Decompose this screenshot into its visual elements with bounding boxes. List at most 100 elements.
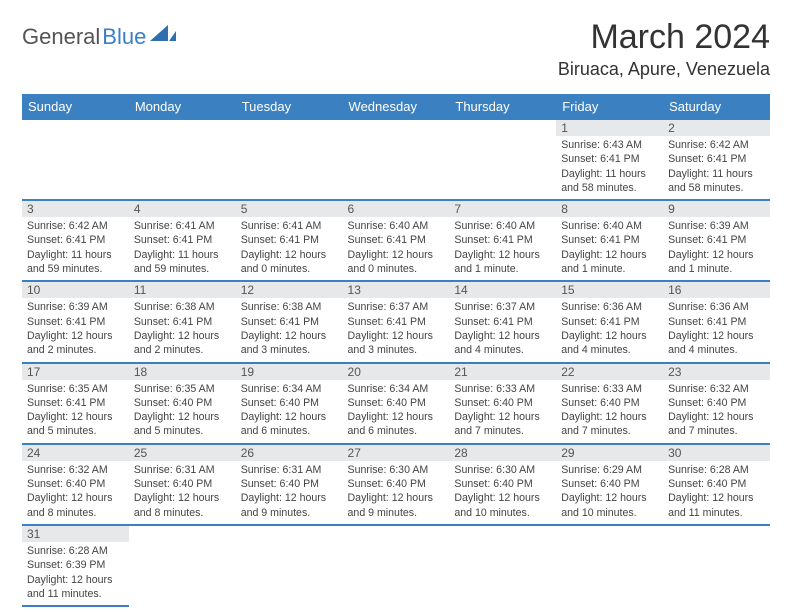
- month-title: March 2024: [558, 18, 770, 57]
- daylight-text: Daylight: 12 hours and 1 minute.: [668, 248, 765, 277]
- sunrise-text: Sunrise: 6:37 AM: [454, 300, 551, 314]
- day-info-cell: Sunrise: 6:32 AMSunset: 6:40 PMDaylight:…: [663, 380, 770, 444]
- sunset-text: Sunset: 6:41 PM: [241, 315, 338, 329]
- logo-text-general: General: [22, 24, 100, 50]
- calendar-table: Sunday Monday Tuesday Wednesday Thursday…: [22, 94, 770, 607]
- daylight-text: Daylight: 12 hours and 6 minutes.: [241, 410, 338, 439]
- sunrise-text: Sunrise: 6:37 AM: [348, 300, 445, 314]
- day-number-cell: 14: [449, 281, 556, 298]
- daylight-text: Daylight: 12 hours and 2 minutes.: [134, 329, 231, 358]
- daylight-text: Daylight: 11 hours and 58 minutes.: [561, 167, 658, 196]
- day-number-cell: 7: [449, 200, 556, 217]
- day-info-cell: Sunrise: 6:32 AMSunset: 6:40 PMDaylight:…: [22, 461, 129, 525]
- day-number-cell: [449, 120, 556, 137]
- sunrise-text: Sunrise: 6:32 AM: [27, 463, 124, 477]
- day-number-cell: 28: [449, 444, 556, 461]
- sunset-text: Sunset: 6:41 PM: [668, 233, 765, 247]
- day-number-cell: 11: [129, 281, 236, 298]
- sunset-text: Sunset: 6:41 PM: [27, 233, 124, 247]
- day-number-cell: 9: [663, 200, 770, 217]
- day-number-cell: [129, 525, 236, 542]
- day-info-cell: [236, 542, 343, 606]
- day-info-cell: [129, 542, 236, 606]
- weekday-header: Saturday: [663, 94, 770, 120]
- day-info-cell: Sunrise: 6:40 AMSunset: 6:41 PMDaylight:…: [449, 217, 556, 281]
- day-number-cell: [449, 525, 556, 542]
- sunset-text: Sunset: 6:41 PM: [348, 315, 445, 329]
- day-number-cell: 1: [556, 120, 663, 137]
- sunset-text: Sunset: 6:41 PM: [27, 315, 124, 329]
- weekday-header: Monday: [129, 94, 236, 120]
- sunset-text: Sunset: 6:39 PM: [27, 558, 124, 572]
- day-info-cell: Sunrise: 6:30 AMSunset: 6:40 PMDaylight:…: [343, 461, 450, 525]
- weekday-header: Tuesday: [236, 94, 343, 120]
- sunrise-text: Sunrise: 6:36 AM: [561, 300, 658, 314]
- sunset-text: Sunset: 6:41 PM: [241, 233, 338, 247]
- day-number-cell: 21: [449, 363, 556, 380]
- title-block: March 2024 Biruaca, Apure, Venezuela: [558, 18, 770, 80]
- daylight-text: Daylight: 12 hours and 10 minutes.: [561, 491, 658, 520]
- day-number-row: 31: [22, 525, 770, 542]
- day-number-cell: 5: [236, 200, 343, 217]
- sunrise-text: Sunrise: 6:28 AM: [668, 463, 765, 477]
- day-number-cell: [236, 525, 343, 542]
- day-number-cell: 4: [129, 200, 236, 217]
- day-info-cell: [22, 136, 129, 200]
- day-info-cell: Sunrise: 6:28 AMSunset: 6:40 PMDaylight:…: [663, 461, 770, 525]
- daylight-text: Daylight: 12 hours and 11 minutes.: [27, 573, 124, 602]
- day-number-cell: 24: [22, 444, 129, 461]
- daylight-text: Daylight: 12 hours and 5 minutes.: [134, 410, 231, 439]
- daylight-text: Daylight: 12 hours and 3 minutes.: [348, 329, 445, 358]
- day-info-cell: [663, 542, 770, 606]
- day-number-cell: [22, 120, 129, 137]
- day-info-cell: Sunrise: 6:34 AMSunset: 6:40 PMDaylight:…: [236, 380, 343, 444]
- day-number-row: 3456789: [22, 200, 770, 217]
- sunrise-text: Sunrise: 6:31 AM: [241, 463, 338, 477]
- day-number-cell: 26: [236, 444, 343, 461]
- daylight-text: Daylight: 12 hours and 1 minute.: [454, 248, 551, 277]
- sunset-text: Sunset: 6:40 PM: [454, 396, 551, 410]
- day-info-cell: [343, 542, 450, 606]
- sunset-text: Sunset: 6:40 PM: [348, 396, 445, 410]
- daylight-text: Daylight: 12 hours and 3 minutes.: [241, 329, 338, 358]
- daylight-text: Daylight: 12 hours and 8 minutes.: [27, 491, 124, 520]
- sunset-text: Sunset: 6:40 PM: [668, 477, 765, 491]
- day-number-cell: [663, 525, 770, 542]
- day-number-row: 12: [22, 120, 770, 137]
- day-info-row: Sunrise: 6:42 AMSunset: 6:41 PMDaylight:…: [22, 217, 770, 281]
- sunset-text: Sunset: 6:40 PM: [561, 477, 658, 491]
- day-number-cell: 12: [236, 281, 343, 298]
- day-number-cell: 10: [22, 281, 129, 298]
- day-info-cell: Sunrise: 6:28 AMSunset: 6:39 PMDaylight:…: [22, 542, 129, 606]
- day-info-cell: Sunrise: 6:36 AMSunset: 6:41 PMDaylight:…: [663, 298, 770, 362]
- day-info-cell: Sunrise: 6:29 AMSunset: 6:40 PMDaylight:…: [556, 461, 663, 525]
- weekday-header: Thursday: [449, 94, 556, 120]
- sunset-text: Sunset: 6:41 PM: [561, 315, 658, 329]
- day-info-cell: Sunrise: 6:38 AMSunset: 6:41 PMDaylight:…: [236, 298, 343, 362]
- day-info-cell: Sunrise: 6:42 AMSunset: 6:41 PMDaylight:…: [663, 136, 770, 200]
- daylight-text: Daylight: 11 hours and 59 minutes.: [27, 248, 124, 277]
- sunrise-text: Sunrise: 6:41 AM: [241, 219, 338, 233]
- day-info-cell: Sunrise: 6:31 AMSunset: 6:40 PMDaylight:…: [129, 461, 236, 525]
- page-header: General Blue March 2024 Biruaca, Apure, …: [22, 18, 770, 80]
- sunrise-text: Sunrise: 6:30 AM: [348, 463, 445, 477]
- sunrise-text: Sunrise: 6:40 AM: [348, 219, 445, 233]
- day-number-cell: 22: [556, 363, 663, 380]
- day-number-cell: 27: [343, 444, 450, 461]
- daylight-text: Daylight: 12 hours and 9 minutes.: [241, 491, 338, 520]
- sunset-text: Sunset: 6:40 PM: [561, 396, 658, 410]
- day-info-row: Sunrise: 6:39 AMSunset: 6:41 PMDaylight:…: [22, 298, 770, 362]
- sunrise-text: Sunrise: 6:38 AM: [241, 300, 338, 314]
- day-info-cell: Sunrise: 6:42 AMSunset: 6:41 PMDaylight:…: [22, 217, 129, 281]
- logo: General Blue: [22, 24, 176, 50]
- sunset-text: Sunset: 6:41 PM: [454, 315, 551, 329]
- day-info-row: Sunrise: 6:28 AMSunset: 6:39 PMDaylight:…: [22, 542, 770, 606]
- daylight-text: Daylight: 12 hours and 10 minutes.: [454, 491, 551, 520]
- sunrise-text: Sunrise: 6:30 AM: [454, 463, 551, 477]
- day-number-cell: 20: [343, 363, 450, 380]
- day-number-row: 10111213141516: [22, 281, 770, 298]
- sunrise-text: Sunrise: 6:31 AM: [134, 463, 231, 477]
- sunrise-text: Sunrise: 6:34 AM: [241, 382, 338, 396]
- sunset-text: Sunset: 6:41 PM: [27, 396, 124, 410]
- day-info-cell: Sunrise: 6:43 AMSunset: 6:41 PMDaylight:…: [556, 136, 663, 200]
